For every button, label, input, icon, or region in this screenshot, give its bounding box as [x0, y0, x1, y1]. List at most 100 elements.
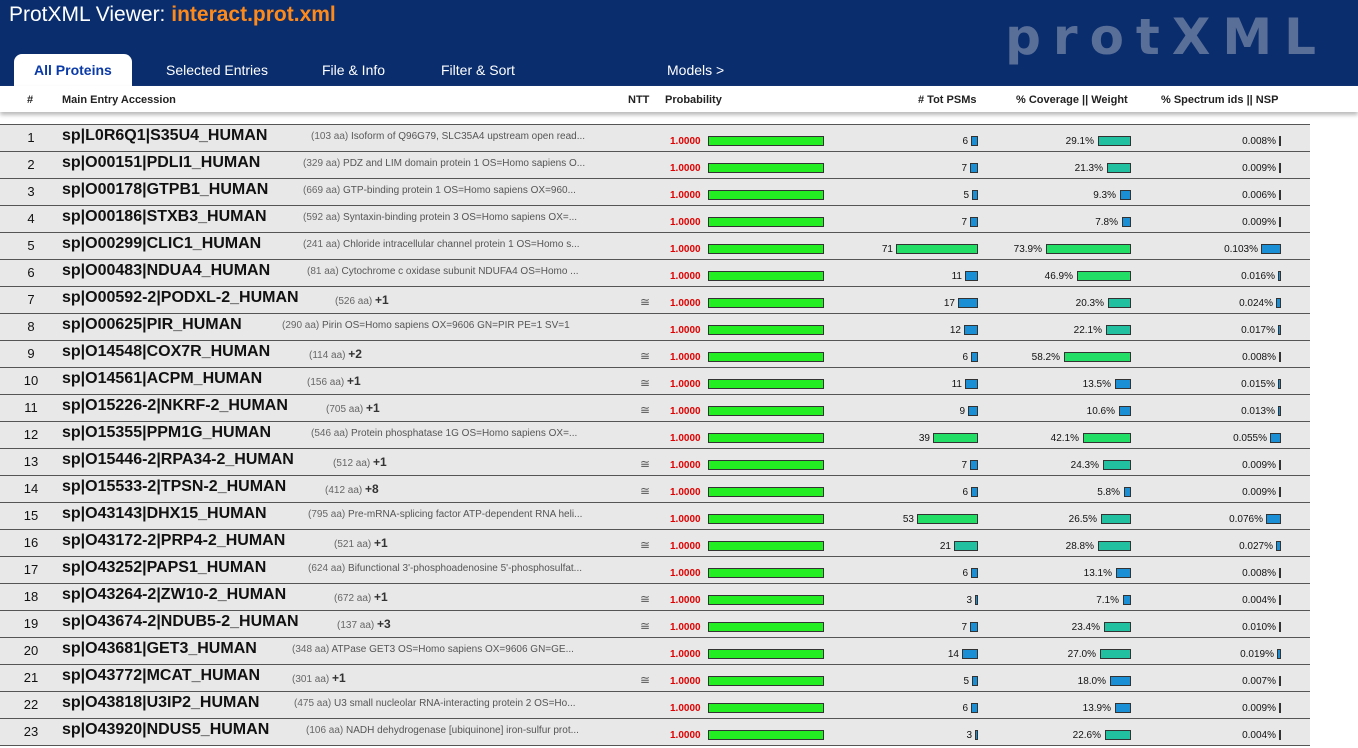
indistinguishable-count[interactable]: +1: [374, 590, 388, 604]
table-row[interactable]: 2 sp|O00151|PDLI1_HUMAN (329 aa) PDZ and L…: [0, 151, 1310, 179]
row-number: 12: [23, 427, 39, 442]
table-row[interactable]: 1 sp|L0R6Q1|S35U4_HUMAN (103 aa) Isoform o…: [0, 124, 1310, 152]
probability-bar: [708, 136, 824, 146]
psm-bar: [972, 190, 978, 200]
accession-link[interactable]: sp|O00178|GTPB1_HUMAN: [62, 181, 269, 198]
table-row[interactable]: 18 sp|O43264-2|ZW10-2_HUMAN (672 aa) +1 ≅ 1.…: [0, 583, 1310, 611]
psm-bar: [971, 352, 978, 362]
coverage-bar: [1077, 271, 1131, 281]
row-number: 11: [24, 400, 38, 415]
accession-link[interactable]: sp|O43681|GET3_HUMAN: [62, 640, 257, 657]
tab-all-proteins[interactable]: All Proteins: [14, 54, 132, 86]
row-number: 6: [27, 265, 35, 280]
accession-link[interactable]: sp|O00483|NDUA4_HUMAN: [62, 262, 271, 279]
accession-link[interactable]: sp|O00625|PIR_HUMAN: [62, 316, 242, 333]
table-row[interactable]: 4 sp|O00186|STXB3_HUMAN (592 aa) Syntaxin-…: [0, 205, 1310, 233]
probability-bar: [708, 325, 824, 335]
indistinguishable-count[interactable]: +1: [366, 401, 380, 415]
accession-link[interactable]: sp|L0R6Q1|S35U4_HUMAN: [62, 127, 268, 144]
table-row[interactable]: 8 sp|O00625|PIR_HUMAN (290 aa) Pirin OS=Ho…: [0, 313, 1310, 341]
probability-value: 1.0000: [670, 136, 701, 147]
protein-length: (290 aa): [282, 320, 323, 331]
spectrum-value: 0.009%: [1242, 703, 1276, 714]
indistinguishable-count[interactable]: +1: [332, 671, 346, 685]
table-row[interactable]: 15 sp|O43143|DHX15_HUMAN (795 aa) Pre-mRNA…: [0, 502, 1310, 530]
accession-link[interactable]: sp|O43252|PAPS1_HUMAN: [62, 559, 267, 576]
row-number: 19: [23, 616, 39, 631]
coverage-bar: [1115, 703, 1131, 713]
accession-link[interactable]: sp|O43920|NDUS5_HUMAN: [62, 721, 270, 738]
accession-link[interactable]: sp|O15355|PPM1G_HUMAN: [62, 424, 272, 441]
coverage-value: 29.1%: [1065, 136, 1094, 147]
indistinguishable-count[interactable]: +2: [348, 347, 362, 361]
tab-models[interactable]: Models >: [667, 62, 725, 78]
table-row[interactable]: 10 sp|O14561|ACPM_HUMAN (156 aa) +1 ≅ 1.0000…: [0, 367, 1310, 395]
spectrum-bar: [1279, 676, 1281, 686]
table-row[interactable]: 20 sp|O43681|GET3_HUMAN (348 aa) ATPase GE…: [0, 637, 1310, 665]
indistinguishable-count[interactable]: +3: [377, 617, 391, 631]
tab-filter-sort[interactable]: Filter & Sort: [441, 62, 515, 78]
table-row[interactable]: 14 sp|O15533-2|TPSN-2_HUMAN (412 aa) +8 ≅ 1.…: [0, 475, 1310, 503]
table-row[interactable]: 11 sp|O15226-2|NKRF-2_HUMAN (705 aa) +1 ≅ 1.…: [0, 394, 1310, 422]
row-number: 10: [23, 373, 39, 388]
indistinguishable-count[interactable]: +1: [347, 374, 361, 388]
row-number: 18: [23, 589, 39, 604]
col-probability[interactable]: Probability: [665, 94, 722, 106]
accession-link[interactable]: sp|O43143|DHX15_HUMAN: [62, 505, 267, 522]
table-row[interactable]: 7 sp|O00592-2|PODXL-2_HUMAN (526 aa) +1 ≅ 1.…: [0, 286, 1310, 314]
accession-link[interactable]: sp|O43172-2|PRP4-2_HUMAN: [62, 532, 286, 549]
indistinguishable-count[interactable]: +8: [365, 482, 379, 496]
accession-link[interactable]: sp|O14548|COX7R_HUMAN: [62, 343, 271, 360]
col-num[interactable]: #: [27, 94, 34, 106]
spectrum-bar: [1279, 622, 1281, 632]
probability-value: 1.0000: [670, 352, 701, 363]
table-row[interactable]: 22 sp|O43818|U3IP2_HUMAN (475 aa) U3 small…: [0, 691, 1310, 719]
table-row[interactable]: 3 sp|O00178|GTPB1_HUMAN (669 aa) GTP-bindi…: [0, 178, 1310, 206]
table-row[interactable]: 17 sp|O43252|PAPS1_HUMAN (624 aa) Bifuncti…: [0, 556, 1310, 584]
col-ntt[interactable]: NTT: [628, 94, 650, 106]
psm-bar: [896, 244, 978, 254]
table-row[interactable]: 21 sp|O43772|MCAT_HUMAN (301 aa) +1 ≅ 1.0000…: [0, 664, 1310, 692]
accession-link[interactable]: sp|O00592-2|PODXL-2_HUMAN: [62, 289, 299, 306]
accession-link[interactable]: sp|O14561|ACPM_HUMAN: [62, 370, 263, 387]
psm-bar: [954, 541, 978, 551]
accession-link[interactable]: sp|O00299|CLIC1_HUMAN: [62, 235, 262, 252]
tab-selected-entries[interactable]: Selected Entries: [166, 62, 268, 78]
col-psms[interactable]: # Tot PSMs: [918, 94, 977, 106]
col-spectrum[interactable]: % Spectrum ids || NSP: [1161, 94, 1279, 106]
table-row[interactable]: 19 sp|O43674-2|NDUB5-2_HUMAN (137 aa) +3 ≅ 1…: [0, 610, 1310, 638]
col-coverage[interactable]: % Coverage || Weight: [1016, 94, 1128, 106]
table-row[interactable]: 12 sp|O15355|PPM1G_HUMAN (546 aa) Protein …: [0, 421, 1310, 449]
description-text: U3 small nucleolar RNA-interacting prote…: [334, 698, 576, 709]
row-number: 3: [27, 184, 35, 199]
col-accession[interactable]: Main Entry Accession: [62, 94, 176, 106]
table-row[interactable]: 13 sp|O15446-2|RPA34-2_HUMAN (512 aa) +1 ≅ 1…: [0, 448, 1310, 476]
probability-bar: [708, 514, 824, 524]
protein-description: (106 aa) NADH dehydrogenase [ubiquinone]…: [306, 725, 579, 736]
row-number: 7: [27, 292, 35, 307]
accession-link[interactable]: sp|O15446-2|RPA34-2_HUMAN: [62, 451, 294, 468]
indistinguishable-count[interactable]: +1: [374, 536, 388, 550]
tab-file-info[interactable]: File & Info: [322, 62, 386, 78]
accession-link[interactable]: sp|O15226-2|NKRF-2_HUMAN: [62, 397, 288, 414]
accession-link[interactable]: sp|O43264-2|ZW10-2_HUMAN: [62, 586, 287, 603]
table-row[interactable]: 6 sp|O00483|NDUA4_HUMAN (81 aa) Cytochrome…: [0, 259, 1310, 287]
psm-bar: [970, 622, 978, 632]
table-row[interactable]: 16 sp|O43172-2|PRP4-2_HUMAN (521 aa) +1 ≅ 1.…: [0, 529, 1310, 557]
table-row[interactable]: 5 sp|O00299|CLIC1_HUMAN (241 aa) Chloride …: [0, 232, 1310, 260]
accession-link[interactable]: sp|O15533-2|TPSN-2_HUMAN: [62, 478, 287, 495]
probability-value: 1.0000: [670, 622, 701, 633]
table-row[interactable]: 23 sp|O43920|NDUS5_HUMAN (106 aa) NADH deh…: [0, 718, 1310, 746]
accession-link[interactable]: sp|O43818|U3IP2_HUMAN: [62, 694, 260, 711]
accession-link[interactable]: sp|O43674-2|NDUB5-2_HUMAN: [62, 613, 299, 630]
accession-link[interactable]: sp|O00151|PDLI1_HUMAN: [62, 154, 261, 171]
accession-link[interactable]: sp|O00186|STXB3_HUMAN: [62, 208, 267, 225]
spectrum-value: 0.103%: [1224, 244, 1258, 255]
probability-value: 1.0000: [670, 541, 701, 552]
table-row[interactable]: 9 sp|O14548|COX7R_HUMAN (114 aa) +2 ≅ 1.0000…: [0, 340, 1310, 368]
accession-link[interactable]: sp|O43772|MCAT_HUMAN: [62, 667, 261, 684]
title-prefix: ProtXML Viewer:: [9, 3, 172, 26]
indistinguishable-count[interactable]: +1: [375, 293, 389, 307]
psm-bar: [968, 406, 978, 416]
indistinguishable-count[interactable]: +1: [373, 455, 387, 469]
